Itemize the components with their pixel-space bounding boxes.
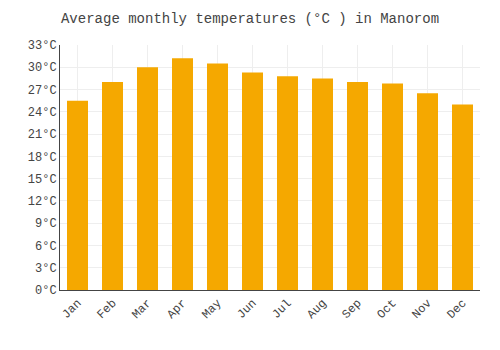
svg-text:12°C: 12°C [28,195,57,209]
svg-text:Jan: Jan [59,297,84,322]
svg-text:May: May [199,297,224,322]
svg-text:Jul: Jul [269,297,294,322]
svg-text:Dec: Dec [444,297,469,322]
svg-text:21°C: 21°C [28,128,57,142]
svg-text:Jun: Jun [234,297,259,322]
svg-text:Feb: Feb [94,297,119,322]
svg-text:Apr: Apr [164,297,189,322]
svg-text:30°C: 30°C [28,61,57,75]
svg-text:15°C: 15°C [28,173,57,187]
svg-text:0°C: 0°C [35,284,57,298]
svg-text:Nov: Nov [409,297,434,322]
svg-text:27°C: 27°C [28,84,57,98]
svg-text:6°C: 6°C [35,240,57,254]
svg-text:24°C: 24°C [28,106,57,120]
svg-text:Aug: Aug [304,297,329,322]
svg-text:18°C: 18°C [28,151,57,165]
svg-text:Mar: Mar [129,297,154,322]
svg-text:33°C: 33°C [28,39,57,53]
svg-text:Average monthly temperatures (: Average monthly temperatures (°C ) in Ma… [61,11,439,27]
svg-text:Oct: Oct [374,297,399,322]
svg-text:9°C: 9°C [35,217,57,231]
svg-text:3°C: 3°C [35,262,57,276]
svg-text:Sep: Sep [339,297,364,322]
